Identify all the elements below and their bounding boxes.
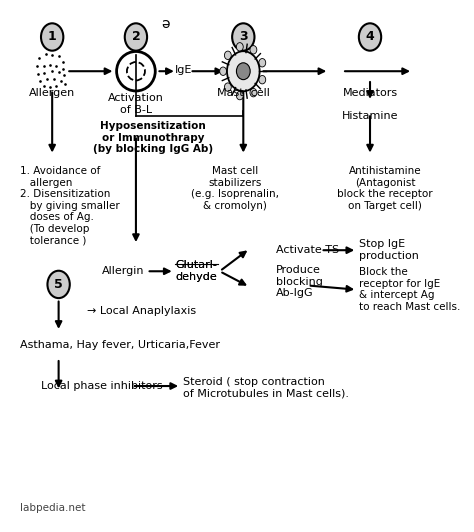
Circle shape [359, 23, 381, 51]
Text: Block the
receptor for IgE
& intercept Ag
to reach Mast cells.: Block the receptor for IgE & intercept A… [359, 267, 461, 312]
Circle shape [125, 23, 147, 51]
Text: Antihistamine
(Antagonist
block the receptor
on Target cell): Antihistamine (Antagonist block the rece… [337, 166, 433, 211]
Text: ə: ə [162, 17, 170, 31]
Text: Steroid ( stop contraction
of Microtubules in Mast cells).: Steroid ( stop contraction of Microtubul… [183, 377, 349, 399]
Text: Hyposensitization
or Immunothrapy
(by blocking IgG Ab): Hyposensitization or Immunothrapy (by bl… [93, 121, 213, 154]
Circle shape [259, 59, 266, 67]
Circle shape [227, 51, 260, 91]
Text: labpedia.net: labpedia.net [20, 503, 85, 513]
Text: 5: 5 [54, 278, 63, 291]
Text: 4: 4 [365, 30, 374, 44]
Circle shape [219, 67, 227, 76]
Text: Mast cell
stabilizers
(e.g. Isoprenalin,
& cromolyn): Mast cell stabilizers (e.g. Isoprenalin,… [191, 166, 279, 211]
Circle shape [237, 63, 250, 80]
Text: Activation
of B-L: Activation of B-L [108, 93, 164, 115]
Text: Mediators: Mediators [342, 88, 398, 98]
Text: 2: 2 [132, 30, 140, 44]
Text: Produce
blocking
Ab-IgG: Produce blocking Ab-IgG [275, 265, 322, 298]
Text: Asthama, Hay fever, Urticaria,Fever: Asthama, Hay fever, Urticaria,Fever [20, 340, 220, 350]
Circle shape [237, 43, 243, 51]
Text: 1. Avoidance of
   allergen
2. Disensitization
   by giving smaller
   doses of : 1. Avoidance of allergen 2. Disensitizat… [20, 166, 120, 246]
Text: 1: 1 [48, 30, 56, 44]
Text: Allergin: Allergin [102, 266, 144, 276]
Circle shape [47, 271, 70, 298]
Text: Activate TS: Activate TS [275, 245, 338, 255]
Text: Mast  cell: Mast cell [217, 88, 270, 98]
Circle shape [250, 46, 257, 54]
Text: 3: 3 [239, 30, 247, 44]
Circle shape [224, 83, 231, 92]
Circle shape [224, 51, 231, 60]
Text: → Local Anaplylaxis: → Local Anaplylaxis [87, 306, 196, 316]
Text: Histamine: Histamine [342, 111, 398, 121]
Text: Allergen: Allergen [29, 88, 75, 98]
Text: IgE: IgE [174, 65, 192, 75]
Circle shape [259, 76, 266, 84]
Circle shape [250, 88, 257, 97]
Circle shape [232, 23, 255, 51]
Circle shape [41, 23, 64, 51]
Text: Local phase inhibitors: Local phase inhibitors [41, 381, 163, 391]
Text: Glutarl-
dehyde: Glutarl- dehyde [175, 261, 217, 282]
Text: Glutarl-
dehyde: Glutarl- dehyde [175, 261, 217, 282]
Circle shape [237, 92, 243, 100]
Text: Stop IgE
production: Stop IgE production [359, 239, 419, 261]
